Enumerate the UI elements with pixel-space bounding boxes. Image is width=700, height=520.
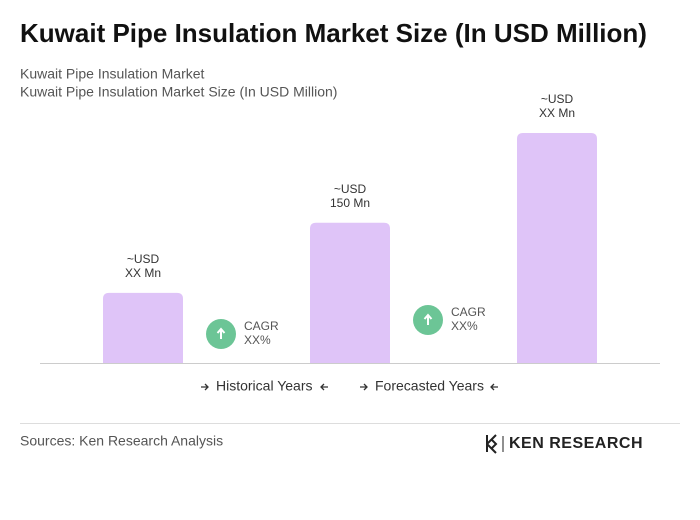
cagr-arrow <box>216 327 226 339</box>
arrow-icon <box>360 383 368 391</box>
value-label: XX Mn <box>125 266 161 280</box>
cagr-label: CAGR <box>451 305 486 319</box>
bar <box>517 133 597 363</box>
source: Sources: Ken Research Analysis <box>20 433 223 449</box>
subtitle: Kuwait Pipe Insulation Market <box>20 66 205 82</box>
bar <box>103 292 183 363</box>
value-label: XX Mn <box>539 106 575 120</box>
arrow-icon <box>490 383 498 391</box>
logo-icon <box>486 434 498 454</box>
cagr-value: XX% <box>244 333 271 347</box>
cagr-label: CAGR <box>244 319 279 333</box>
bar <box>310 222 390 363</box>
legend-label: Historical Years <box>216 378 313 394</box>
subtitle: Kuwait Pipe Insulation Market Size (In U… <box>20 84 337 100</box>
arrow-icon <box>320 383 328 391</box>
value-label: ~USD <box>127 252 160 266</box>
cagr-value: XX% <box>451 319 478 333</box>
value-label: ~USD <box>334 182 367 196</box>
value-label: ~USD <box>541 92 574 106</box>
value-label: 150 Mn <box>330 196 370 210</box>
legend-label: Forecasted Years <box>375 378 484 394</box>
chart-title: Kuwait Pipe Insulation Market Size (In U… <box>20 18 647 48</box>
logo: KEN RESEARCH <box>509 435 643 452</box>
arrow-icon <box>201 383 209 391</box>
cagr-arrow <box>423 313 433 325</box>
